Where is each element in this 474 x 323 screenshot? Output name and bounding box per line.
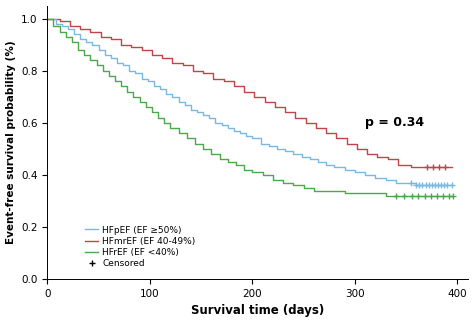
Y-axis label: Event-free survival probability (%): Event-free survival probability (%) bbox=[6, 41, 16, 244]
X-axis label: Survival time (days): Survival time (days) bbox=[191, 305, 324, 318]
Text: p = 0.34: p = 0.34 bbox=[365, 116, 424, 129]
Legend: HFpEF (EF ≥50%), HFmrEF (EF 40-49%), HFrEF (EF <40%), Censored: HFpEF (EF ≥50%), HFmrEF (EF 40-49%), HFr… bbox=[81, 222, 199, 272]
